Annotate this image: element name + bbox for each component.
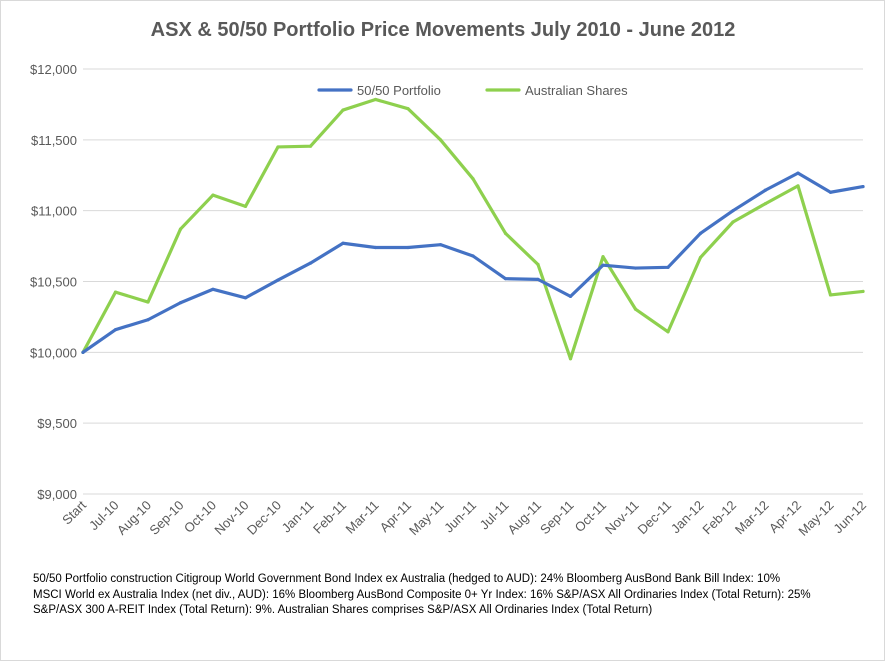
legend-label: Australian Shares xyxy=(525,83,628,98)
data-point xyxy=(211,193,215,197)
data-point xyxy=(341,108,345,112)
data-point xyxy=(276,278,280,282)
y-tick-label: $11,500 xyxy=(31,133,77,148)
data-point xyxy=(341,241,345,245)
series-line xyxy=(81,171,865,354)
data-point xyxy=(536,277,540,281)
x-tick-label: Dec-10 xyxy=(244,498,284,538)
x-tick-label: Nov-11 xyxy=(602,498,642,538)
y-tick-label: $9,500 xyxy=(37,416,77,431)
y-tick-label: $11,000 xyxy=(31,204,77,219)
series-australian-shares xyxy=(81,97,865,361)
data-point xyxy=(146,300,150,304)
data-point xyxy=(276,145,280,149)
chart-title: ASX & 50/50 Portfolio Price Movements Ju… xyxy=(151,19,736,41)
data-point xyxy=(601,255,605,259)
gridlines xyxy=(83,68,863,495)
data-point xyxy=(438,243,443,247)
x-tick-label: Feb-12 xyxy=(699,498,739,538)
data-point xyxy=(503,277,508,281)
data-point xyxy=(796,184,800,188)
y-tick-label: $10,500 xyxy=(30,275,77,290)
x-tick-label: Jan-12 xyxy=(668,498,707,537)
data-point xyxy=(698,231,703,235)
x-tick-label: Jun-11 xyxy=(441,498,479,536)
y-tick-label: $9,000 xyxy=(37,487,77,502)
data-point xyxy=(698,255,703,260)
data-point xyxy=(113,290,118,294)
data-point xyxy=(796,171,800,175)
data-point xyxy=(308,144,313,148)
series-portfolio xyxy=(81,171,865,354)
x-axis-ticks: StartJul-10Aug-10Sep-10Oct-10Nov-10Dec-1… xyxy=(59,497,869,539)
data-point xyxy=(731,220,735,224)
data-point xyxy=(373,245,378,250)
data-point xyxy=(666,265,670,269)
footnote-line-3: S&P/ASX 300 A-REIT Index (Total Return):… xyxy=(33,604,653,616)
data-point xyxy=(113,328,118,332)
x-tick-label: Nov-10 xyxy=(211,498,251,538)
data-point xyxy=(666,330,670,334)
x-tick-label: Oct-11 xyxy=(572,498,610,536)
data-point xyxy=(406,107,410,111)
data-point xyxy=(633,307,638,311)
data-point xyxy=(568,357,573,361)
x-tick-label: Dec-11 xyxy=(635,498,675,538)
footnote: 50/50 Portfolio construction Citigroup W… xyxy=(33,572,863,619)
x-tick-label: Feb-11 xyxy=(310,498,349,537)
data-point xyxy=(861,184,865,189)
data-point xyxy=(81,350,85,354)
data-point xyxy=(373,97,378,102)
data-point xyxy=(763,201,768,206)
data-point xyxy=(568,294,573,298)
footnote-line-2: MSCI World ex Australia Index (net div.,… xyxy=(33,588,811,601)
data-point xyxy=(211,287,215,291)
x-tick-label: Jan-11 xyxy=(279,498,317,536)
legend-item: 50/50 Portfolio xyxy=(317,83,441,98)
data-point xyxy=(633,266,638,270)
x-tick-label: Aug-11 xyxy=(505,498,545,538)
x-tick-label: Aug-10 xyxy=(114,498,154,538)
series-lines xyxy=(81,97,865,361)
x-tick-label: May-11 xyxy=(406,498,447,539)
data-point xyxy=(601,263,605,267)
line-chart: ASX & 50/50 Portfolio Price Movements Ju… xyxy=(30,19,869,539)
data-point xyxy=(763,188,768,192)
y-axis-ticks: $9,000 $9,500 $10,000 $10,500 $11,000 $11,500… xyxy=(30,62,77,502)
legend: 50/50 Portfolio Australian Shares xyxy=(317,83,628,98)
data-point xyxy=(146,318,150,322)
x-tick-label: Mar-12 xyxy=(732,498,772,538)
data-point xyxy=(828,190,833,194)
y-tick-label: $12,000 xyxy=(30,62,77,77)
data-point xyxy=(243,204,248,209)
x-tick-label: Sep-11 xyxy=(537,498,577,538)
data-point xyxy=(471,177,475,181)
data-point xyxy=(861,289,865,294)
x-tick-label: May-12 xyxy=(795,498,836,539)
data-point xyxy=(243,296,248,300)
data-point xyxy=(828,293,833,297)
data-point xyxy=(536,262,540,267)
x-tick-label: Jun-12 xyxy=(830,498,869,537)
data-point xyxy=(471,254,475,258)
legend-label: 50/50 Portfolio xyxy=(357,83,441,98)
series-line xyxy=(81,97,865,361)
data-point xyxy=(503,231,508,235)
x-tick-label: Sep-10 xyxy=(146,498,186,538)
data-point xyxy=(308,261,313,265)
data-point xyxy=(178,227,183,231)
x-tick-label: Mar-11 xyxy=(343,498,382,537)
data-point xyxy=(178,301,183,305)
footnote-line-1: 50/50 Portfolio construction Citigroup W… xyxy=(33,573,781,585)
y-tick-label: $10,000 xyxy=(30,345,77,360)
data-point xyxy=(438,138,443,142)
legend-item: Australian Shares xyxy=(485,83,628,98)
data-point xyxy=(406,245,410,250)
data-point xyxy=(731,209,735,213)
